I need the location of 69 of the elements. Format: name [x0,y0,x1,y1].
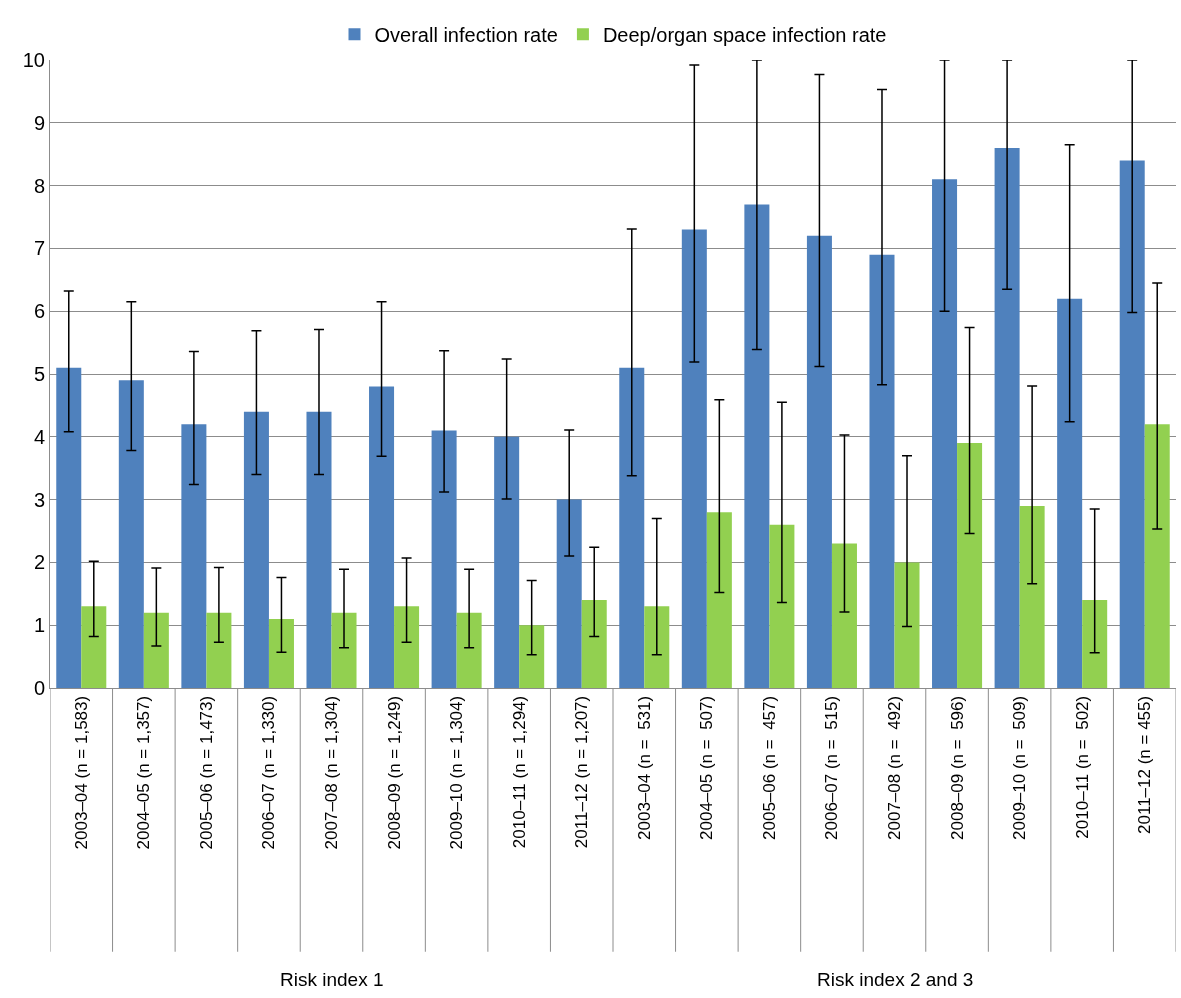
y-tick-label: 9 [33,111,45,134]
bar [706,512,732,688]
x-tick-label: 2010–11 (n = 502) [1072,695,1092,839]
x-tick-label: 2005–06 (n = 1,473) [196,695,216,850]
bar [1144,424,1170,688]
y-tick-label: 0 [33,677,45,699]
bar [869,254,895,688]
bar [306,411,332,688]
x-tick-label: 2011–12 (n = 455) [1135,695,1155,834]
bar [206,612,232,688]
bar [143,612,169,688]
y-tick-label: 6 [33,300,45,323]
x-tick-label: 2004–05 (n = 507) [697,695,717,840]
bar [1019,505,1045,688]
bar [1119,160,1145,688]
x-tick-label: 2004–05 (n = 1,357) [134,695,154,850]
x-tick-label: 2008–09 (n = 596) [947,695,967,840]
x-tick-label: 2006–07 (n = 515) [822,695,842,840]
y-tick-label: 5 [33,363,45,385]
bar [894,562,920,688]
bar [581,600,607,688]
bar [681,229,707,688]
y-tick-label: 4 [33,425,45,448]
y-tick-label: 7 [33,237,45,260]
bar [56,367,82,688]
bar [456,612,482,688]
bar [331,612,357,688]
x-tick-label: 2010–11 (n = 1,294) [509,695,529,849]
x-tick-label: 2011–12 (n = 1,207) [572,695,592,849]
text: Risk index 1 [280,969,384,990]
bar [494,436,520,688]
bar [394,606,420,688]
bar [957,443,983,688]
legend-label: Deep/organ space infection rate [602,24,887,47]
x-tick-label: 2003–04 (n = 1,583) [71,695,91,850]
bar [994,147,1020,688]
x-tick-label: 2005–06 (n = 457) [759,695,779,840]
bar [431,430,457,688]
bar [81,606,107,688]
bar [932,179,958,688]
bar [644,606,670,688]
bar [519,625,545,688]
bar [268,618,294,688]
bar [1082,600,1108,688]
x-tick-label: 2003–04 (n = 531) [634,695,654,840]
x-tick-label: 2009–10 (n = 1,304) [447,695,467,850]
y-tick-label: 2 [33,551,45,574]
legend-label: Overall infection rate [374,24,558,47]
bar [369,386,395,688]
bar [831,543,857,688]
bar [806,235,832,688]
x-tick-label: 2008–09 (n = 1,249) [384,695,404,850]
bar [556,499,582,688]
x-tick-label: 2007–08 (n = 492) [885,695,905,840]
bar [181,424,207,688]
y-tick-label: 1 [33,614,45,637]
y-tick-label: 3 [33,488,45,511]
y-tick-label: 8 [33,174,45,197]
y-tick-label: 10 [22,49,45,71]
bar [769,524,795,688]
bar [118,380,144,688]
text: Risk index 2 and 3 [817,969,974,990]
bar [1057,298,1083,688]
x-tick-label: 2009–10 (n = 509) [1010,695,1030,840]
bar [619,367,645,688]
bar [243,411,269,688]
x-tick-label: 2006–07 (n = 1,330) [259,695,279,850]
x-tick-label: 2007–08 (n = 1,304) [322,695,342,850]
bar [744,204,770,688]
